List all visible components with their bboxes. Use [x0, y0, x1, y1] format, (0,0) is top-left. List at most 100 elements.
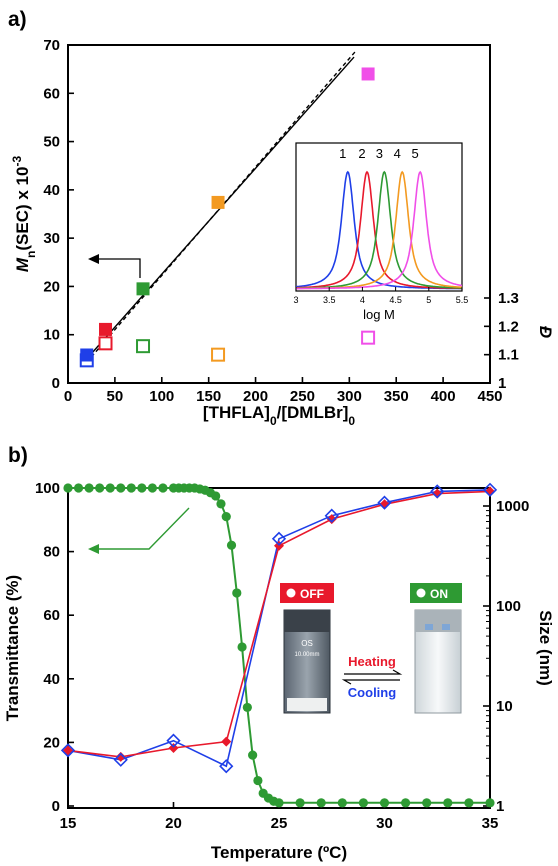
size-heating-point: [221, 736, 232, 747]
transmittance-point: [464, 798, 474, 808]
on-label: ON: [430, 587, 448, 601]
y2-tick-label: 10: [496, 698, 513, 715]
panel-a-axes: 0 50 100 150 200 250 300 350 400 450 0 10 20 30 40 50 60…: [43, 37, 519, 405]
y-tick-label: 70: [43, 37, 60, 54]
arrow-head: [88, 254, 99, 264]
size-heating-point: [432, 488, 443, 499]
transmittance-point: [358, 798, 368, 808]
x-tick-label: 250: [290, 388, 315, 405]
mn-marker: [136, 282, 150, 296]
left-arrow-icon: [341, 679, 400, 685]
panel-a-markers: [79, 67, 376, 368]
x-tick-label: 200: [243, 388, 268, 405]
y-tick-label: 20: [43, 734, 60, 751]
mn-marker: [211, 195, 225, 209]
panel-b: b) 15 20 25 30 35 0 20 40 60 80 100 1 10 100 1000 Tran…: [3, 444, 555, 862]
cuvette-text-path: 10.00mm: [294, 652, 319, 658]
x-tick-label: 35: [482, 815, 499, 832]
arrow-shaft: [94, 507, 190, 550]
transmittance-point: [84, 483, 94, 493]
transmittance-point: [105, 483, 115, 493]
transmittance-point: [242, 702, 252, 713]
inset-trace-label: 1: [339, 146, 346, 161]
x-tick-label: 150: [196, 388, 221, 405]
y2-tick-label: 1000: [496, 498, 529, 515]
arrow-shaft: [92, 258, 141, 278]
y-tick-label: 60: [43, 607, 60, 624]
y-tick-label: 40: [43, 671, 60, 688]
y-tick-label: 0: [52, 798, 60, 815]
panel-b-y2label: Size (nm): [536, 610, 555, 686]
size-cooling-point: [430, 484, 445, 499]
panel-a-ylabel: Mn(SEC) x 10-3: [10, 156, 38, 273]
panel-a-y2label: Đ: [536, 326, 555, 338]
y-tick-label: 50: [43, 134, 60, 151]
on-cuvette-mark: [425, 624, 433, 630]
left-arrow-icon: [88, 254, 141, 278]
panel-a-plot: [67, 44, 491, 384]
panel-b-xlabel: Temperature (ºC): [211, 843, 347, 862]
inset-tick-label: 5.5: [456, 295, 469, 305]
y-tick-label: 20: [43, 278, 60, 295]
green-left-arrow-icon: [88, 507, 190, 554]
transmittance-point: [137, 483, 147, 493]
size-cooling-point: [377, 495, 392, 510]
transmittance-point: [316, 798, 326, 808]
transmittance-point: [221, 512, 231, 522]
transmittance-point: [63, 483, 73, 493]
panel-b-series: [60, 482, 498, 808]
inset-trace-label: 3: [376, 146, 383, 161]
transmittance-point: [116, 483, 126, 493]
transmittance-point: [147, 483, 157, 493]
y2-tick-label: 1: [496, 798, 504, 815]
inset-trace: [296, 170, 463, 290]
transmittance-point: [422, 798, 432, 808]
y-tick-label: 60: [43, 85, 60, 102]
panel-a-label: a): [8, 8, 27, 31]
size-cooling-point: [482, 482, 498, 497]
right-arrow-icon: [344, 669, 403, 675]
y-tick-label: 80: [43, 544, 60, 561]
off-dot-icon: [286, 588, 296, 598]
y2-tick-label: 1.1: [498, 347, 519, 364]
x-tick-label: 300: [337, 388, 362, 405]
panel-a-xlabel: [THFLA]0/[DMLBr]0: [203, 403, 355, 428]
size-heating-point: [115, 751, 126, 762]
dispersity-marker: [211, 347, 226, 362]
mn-marker: [361, 67, 375, 81]
cuvette-text-os: OS: [301, 639, 313, 648]
mn-marker: [80, 348, 94, 362]
transmittance-point: [126, 483, 136, 493]
x-tick-label: 100: [149, 388, 174, 405]
inset-trace: [296, 170, 462, 290]
on-badge: [410, 583, 462, 603]
inset-axis: 3 3.5 4 4.5 5 5.5: [293, 287, 468, 305]
transmittance-point: [443, 798, 453, 808]
size-cooling-point: [324, 508, 339, 523]
inset-trace-label: 4: [394, 146, 401, 161]
y-tick-label: 30: [43, 230, 60, 247]
heating-label: Heating: [348, 654, 396, 669]
inset-tick-label: 4: [360, 295, 365, 305]
x-tick-label: 20: [165, 815, 182, 832]
transmittance-point: [401, 798, 411, 808]
transmittance-point: [237, 642, 247, 652]
transmittance-point: [95, 483, 105, 493]
y2-tick-label: 1.2: [498, 318, 519, 335]
dispersity-marker: [361, 330, 376, 345]
x-tick-label: 30: [376, 815, 393, 832]
cuvette-photos: OFF OS 10.00mm ON Heating Cooling: [280, 583, 462, 714]
y2-tick-label: 1: [498, 375, 506, 392]
dispersity-marker: [98, 336, 113, 351]
size-heating-point: [168, 743, 179, 754]
cooling-label: Cooling: [348, 685, 396, 700]
transmittance-point: [73, 483, 84, 493]
inset-tick-label: 3.5: [323, 295, 336, 305]
inset-frame: [295, 142, 463, 292]
inset-trace-label: 2: [358, 146, 365, 161]
off-cuvette-base: [287, 698, 327, 711]
panel-a-frame: [67, 44, 491, 384]
transmittance-point: [379, 798, 390, 808]
